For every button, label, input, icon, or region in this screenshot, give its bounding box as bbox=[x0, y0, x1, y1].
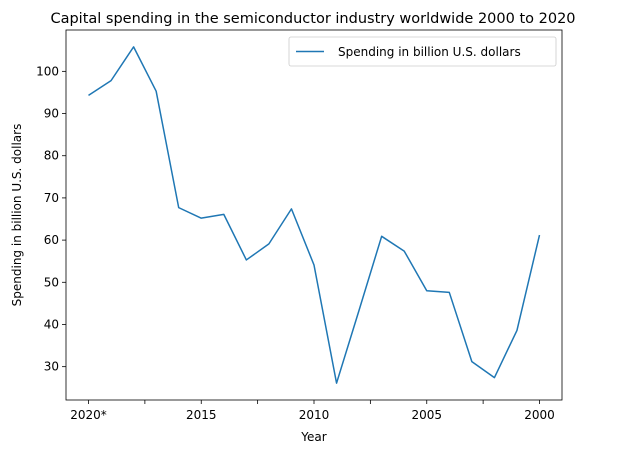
y-tick-label: 60 bbox=[44, 233, 59, 247]
y-tick-label: 50 bbox=[44, 275, 59, 289]
y-tick-label: 100 bbox=[36, 64, 59, 78]
legend-label-spending: Spending in billion U.S. dollars bbox=[338, 45, 521, 59]
y-tick-label: 80 bbox=[44, 149, 59, 163]
x-tick-label: 2010 bbox=[299, 408, 330, 422]
data-points bbox=[88, 46, 540, 384]
legend-box bbox=[288, 36, 557, 67]
legend: Spending in billion U.S. dollars bbox=[288, 36, 557, 67]
y-tick-label: 40 bbox=[44, 317, 59, 331]
x-tick-label: 2015 bbox=[186, 408, 217, 422]
x-tick-label: 2020* bbox=[70, 408, 107, 422]
y-tick-label: 30 bbox=[44, 360, 59, 374]
y-axis-label: Spending in billion U.S. dollars bbox=[10, 124, 24, 307]
y-tick-label: 70 bbox=[44, 191, 59, 205]
x-tick-label: 2005 bbox=[411, 408, 442, 422]
y-axis: 30 40 50 60 70 80 90 100 bbox=[36, 64, 66, 374]
plot-area bbox=[65, 29, 563, 401]
chart-title: Capital spending in the semiconductor in… bbox=[50, 11, 575, 27]
x-axis-label: Year bbox=[300, 430, 326, 444]
x-tick-label: 2000 bbox=[524, 408, 555, 422]
y-tick-label: 90 bbox=[44, 107, 59, 121]
series-line-spending bbox=[88, 46, 541, 384]
x-axis: 2020* 2015 2010 2005 2000 bbox=[70, 400, 555, 422]
